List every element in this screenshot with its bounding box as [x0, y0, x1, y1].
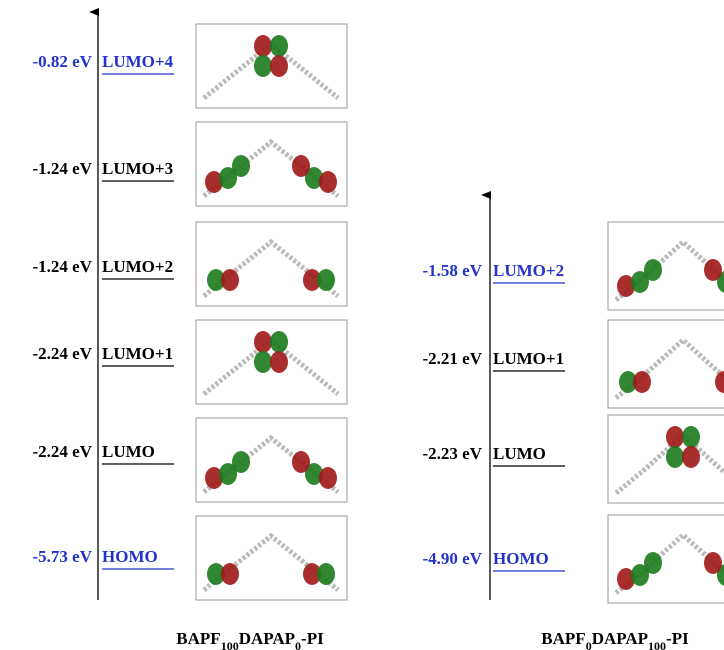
orbital-frame	[196, 418, 347, 502]
energy-value: -1.24 eV	[33, 159, 93, 178]
orbital-lobe	[254, 55, 272, 77]
energy-value: -1.24 eV	[33, 257, 93, 276]
caption-part: BAPF	[541, 629, 585, 648]
orbital-lobe	[666, 426, 684, 448]
orbital-frame	[196, 222, 347, 306]
orbital-label: LUMO+4	[102, 52, 174, 71]
energy-panel: -0.82 eV LUMO+4 -1.24 eV LUMO+3 -1.24 eV LUMO…	[33, 12, 347, 650]
orbital-lobe	[292, 451, 310, 473]
energy-value: -2.23 eV	[423, 444, 483, 463]
orbital-lobe	[270, 351, 288, 373]
orbital-lobe	[254, 351, 272, 373]
orbital-lobe	[682, 446, 700, 468]
orbital-label: LUMO	[102, 442, 155, 461]
orbital-lobe	[270, 35, 288, 57]
orbital-lobe	[666, 446, 684, 468]
orbital-lobe	[644, 552, 662, 574]
orbital-lobe	[232, 155, 250, 177]
orbital-label: LUMO+1	[493, 349, 564, 368]
orbital-label: LUMO	[493, 444, 546, 463]
orbital-lobe	[704, 259, 722, 281]
orbital-label: HOMO	[102, 547, 158, 566]
orbital-lobe	[292, 155, 310, 177]
energy-value: -1.58 eV	[423, 261, 483, 280]
orbital-label: LUMO+2	[493, 261, 564, 280]
caption-part: -PI	[301, 629, 324, 648]
energy-value: -2.24 eV	[33, 442, 93, 461]
orbital-lobe	[254, 35, 272, 57]
orbital-label: LUMO+3	[102, 159, 173, 178]
energy-value: -2.24 eV	[33, 344, 93, 363]
caption-part: DAPAP	[239, 629, 295, 648]
energy-value: -0.82 eV	[33, 52, 93, 71]
energy-panel: -1.58 eV LUMO+2 -2.21 eV LUMO+1 -2.23 eV LUMO…	[423, 195, 724, 650]
orbital-lobe	[319, 467, 337, 489]
caption-part: DAPAP	[592, 629, 648, 648]
orbital-lobe	[221, 563, 239, 585]
panel-caption: BAPF0DAPAP100-PI	[541, 629, 689, 650]
caption-part: 100	[221, 639, 239, 650]
orbital-lobe	[270, 331, 288, 353]
orbital-lobe	[633, 371, 651, 393]
caption-part: 100	[648, 639, 666, 650]
panel-caption: BAPF100DAPAP0-PI	[176, 629, 324, 650]
energy-value: -4.90 eV	[423, 549, 483, 568]
orbital-lobe	[644, 259, 662, 281]
caption-part: -PI	[666, 629, 689, 648]
caption-part: BAPF	[176, 629, 220, 648]
energy-value: -5.73 eV	[33, 547, 93, 566]
orbital-lobe	[221, 269, 239, 291]
orbital-label: LUMO+1	[102, 344, 173, 363]
orbital-lobe	[682, 426, 700, 448]
orbital-lobe	[317, 269, 335, 291]
energy-value: -2.21 eV	[423, 349, 483, 368]
orbital-frame	[196, 516, 347, 600]
orbital-lobe	[317, 563, 335, 585]
orbital-lobe	[319, 171, 337, 193]
orbital-lobe	[254, 331, 272, 353]
diagram: -0.82 eV LUMO+4 -1.24 eV LUMO+3 -1.24 eV LUMO…	[0, 0, 724, 650]
orbital-frame	[196, 122, 347, 206]
orbital-label: LUMO+2	[102, 257, 173, 276]
orbital-lobe	[270, 55, 288, 77]
orbital-lobe	[704, 552, 722, 574]
orbital-lobe	[232, 451, 250, 473]
orbital-label: HOMO	[493, 549, 549, 568]
